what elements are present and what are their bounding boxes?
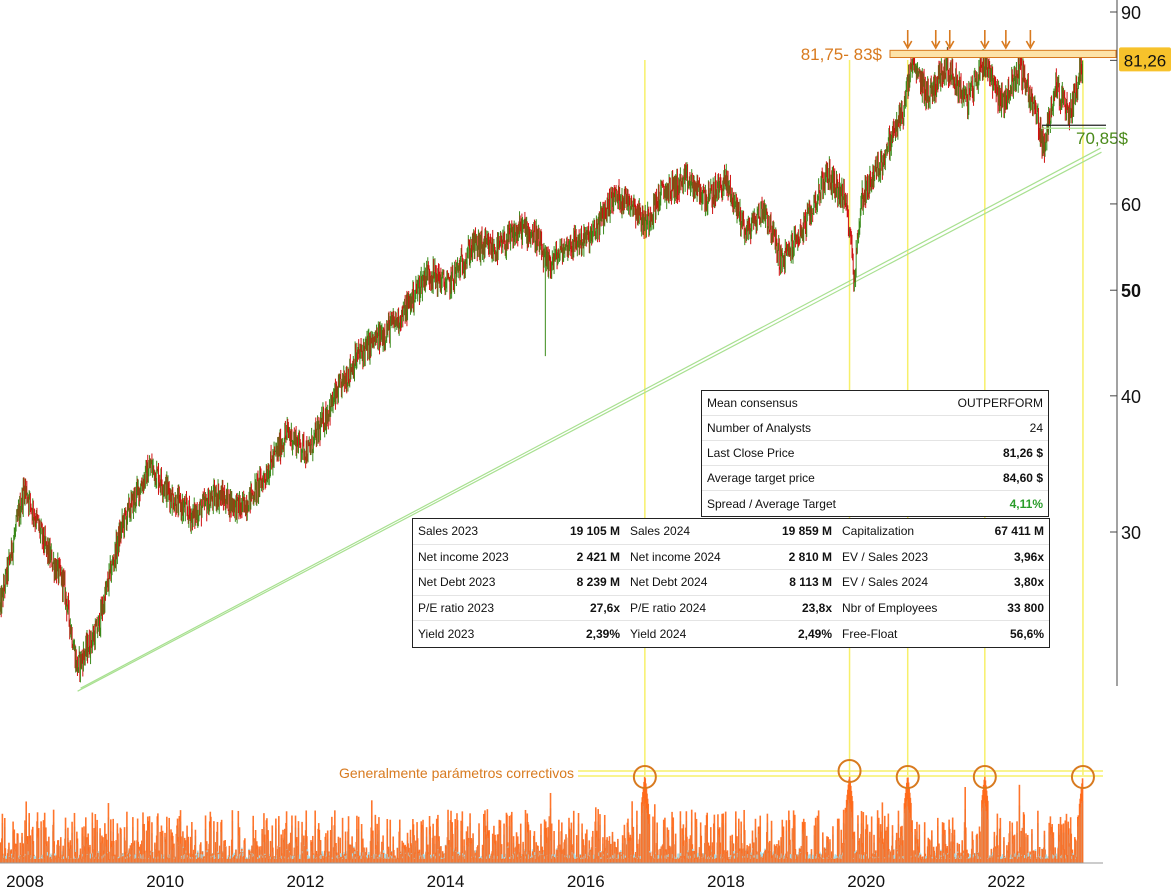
down-arrow-icon <box>945 30 955 50</box>
price-levels: 81,75- 83$ 70,85$ <box>801 45 1129 148</box>
arrow-head <box>980 40 990 50</box>
arrow-head <box>903 40 913 50</box>
down-arrow-icon <box>903 30 913 50</box>
trendline <box>77 147 1102 692</box>
down-arrow-icon <box>1025 30 1036 50</box>
down-arrow-icon <box>931 30 941 50</box>
resistance-band <box>889 49 1117 59</box>
price-candles <box>0 46 1084 683</box>
volume-bars <box>0 775 1103 864</box>
down-arrow-icon <box>980 30 990 50</box>
arrow-markers <box>903 30 1036 50</box>
resistance-label: 81,75- 83$ <box>801 45 883 64</box>
support-label: 70,85$ <box>1076 129 1129 148</box>
arrow-head <box>1001 40 1011 50</box>
arrow-head <box>1025 40 1036 50</box>
trendline-upper <box>80 147 1101 689</box>
arrow-head <box>931 40 941 50</box>
trendline-lower <box>77 151 1102 692</box>
arrow-head <box>945 40 955 50</box>
down-arrow-icon <box>1001 30 1011 50</box>
